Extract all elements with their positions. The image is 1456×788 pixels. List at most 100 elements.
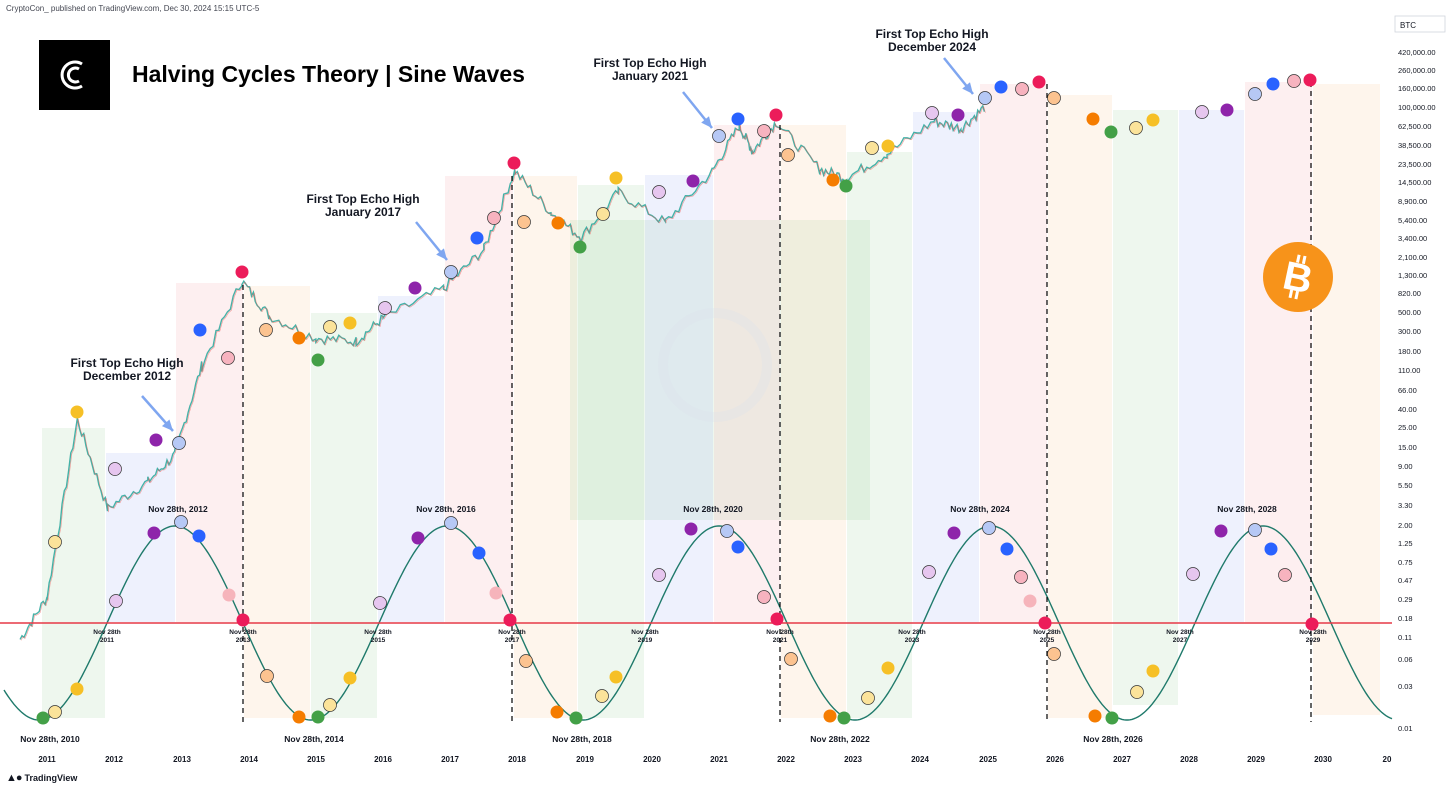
phase-marker <box>222 588 236 602</box>
x-tick-label: 2029 <box>1247 755 1265 764</box>
y-tick-label: 5.50 <box>1398 481 1413 490</box>
crossing-year: 2021 <box>773 637 788 644</box>
phase-marker <box>1287 74 1301 88</box>
phase-zone <box>311 313 377 718</box>
crossing-year: 2029 <box>1306 637 1321 644</box>
phase-marker <box>1047 91 1061 105</box>
annotation-arrowhead <box>436 248 447 260</box>
phase-marker <box>595 689 609 703</box>
phase-marker <box>259 323 273 337</box>
phase-marker <box>444 516 458 530</box>
annotation-arrowhead <box>701 116 712 128</box>
phase-marker <box>951 108 965 122</box>
x-tick-label: 2014 <box>240 755 258 764</box>
phase-marker <box>1266 77 1280 91</box>
phase-marker <box>507 156 521 170</box>
phase-marker <box>784 652 798 666</box>
phase-zone <box>1113 110 1178 705</box>
y-tick-label: 0.47 <box>1398 576 1413 585</box>
phase-zone <box>578 185 644 718</box>
phase-marker <box>343 671 357 685</box>
y-tick-label: 3.30 <box>1398 501 1413 510</box>
phase-marker <box>1264 542 1278 556</box>
x-tick-label: 2016 <box>374 755 392 764</box>
x-tick-label: 2022 <box>777 755 795 764</box>
crossing-year: 2017 <box>505 637 520 644</box>
sine-trough-label: Nov 28th, 2010 <box>20 734 80 744</box>
phase-zones <box>42 82 1380 718</box>
annotation-line2: January 2021 <box>612 69 688 83</box>
phase-marker <box>839 179 853 193</box>
phase-zone <box>781 125 846 718</box>
y-tick-label: 5,400.00 <box>1398 216 1427 225</box>
symbol-label: BTC <box>1400 21 1416 30</box>
cryptocon-logo-icon <box>39 40 110 110</box>
x-tick-label: 2017 <box>441 755 459 764</box>
phase-marker <box>994 80 1008 94</box>
phase-zone <box>106 453 175 622</box>
phase-marker <box>235 265 249 279</box>
crossing-label: Nov 28th <box>93 629 120 636</box>
y-tick-label: 0.06 <box>1398 655 1413 664</box>
phase-marker <box>1130 685 1144 699</box>
y-tick-label: 0.11 <box>1398 633 1412 642</box>
phase-marker <box>837 711 851 725</box>
annotation-line2: January 2017 <box>325 205 401 219</box>
phase-marker <box>48 705 62 719</box>
phase-marker <box>1186 567 1200 581</box>
phase-marker <box>236 613 250 627</box>
x-tick-label: 2015 <box>307 755 325 764</box>
crossing-label: Nov 28th <box>631 629 658 636</box>
phase-marker <box>172 436 186 450</box>
phase-marker <box>757 124 771 138</box>
phase-marker <box>1146 664 1160 678</box>
phase-zone <box>378 296 444 622</box>
phase-marker <box>70 682 84 696</box>
sine-trough-label: Nov 28th, 2022 <box>810 734 870 744</box>
crossing-year: 2015 <box>371 637 386 644</box>
phase-marker <box>1038 616 1052 630</box>
attribution-text: CryptoCon_ published on TradingView.com,… <box>6 4 260 13</box>
phase-marker <box>609 670 623 684</box>
x-tick-label: 20 <box>1383 755 1392 764</box>
phase-marker <box>1248 523 1262 537</box>
bitcoin-icon: B <box>1263 242 1333 312</box>
x-tick-label: 2018 <box>508 755 526 764</box>
phase-marker <box>373 596 387 610</box>
phase-zone <box>645 175 713 622</box>
crossing-year: 2027 <box>1173 637 1188 644</box>
phase-marker <box>826 173 840 187</box>
phase-marker <box>1015 82 1029 96</box>
crossing-label: Nov 28th <box>1166 629 1193 636</box>
phase-marker <box>781 148 795 162</box>
y-tick-label: 0.03 <box>1398 682 1413 691</box>
phase-marker <box>551 216 565 230</box>
phase-marker <box>292 331 306 345</box>
phase-zone <box>1245 82 1312 622</box>
brand-label: TradingView <box>24 773 78 783</box>
y-tick-label: 0.75 <box>1398 558 1413 567</box>
sine-wave-series <box>0 525 1393 721</box>
phase-marker <box>569 711 583 725</box>
x-tick-label: 2030 <box>1314 755 1332 764</box>
phase-marker <box>686 174 700 188</box>
annotation-arrowhead <box>962 82 973 94</box>
phase-zone <box>514 176 577 718</box>
phase-marker <box>343 316 357 330</box>
phase-markers <box>36 73 1319 725</box>
annotation-line1: First Top Echo High <box>593 56 706 70</box>
phase-zone <box>714 125 780 622</box>
y-tick-label: 100,000.00 <box>1398 103 1436 112</box>
sine-trough-label: Nov 28th, 2014 <box>284 734 344 744</box>
y-tick-label: 500.00 <box>1398 308 1421 317</box>
y-tick-label: 15.00 <box>1398 443 1417 452</box>
y-tick-label: 1.25 <box>1398 539 1413 548</box>
y-tick-label: 820.00 <box>1398 289 1421 298</box>
phase-marker <box>881 661 895 675</box>
phase-marker <box>1146 113 1160 127</box>
phase-marker <box>1248 87 1262 101</box>
x-tick-label: 2027 <box>1113 755 1131 764</box>
x-tick-label: 2028 <box>1180 755 1198 764</box>
y-tick-label: 0.18 <box>1398 614 1413 623</box>
